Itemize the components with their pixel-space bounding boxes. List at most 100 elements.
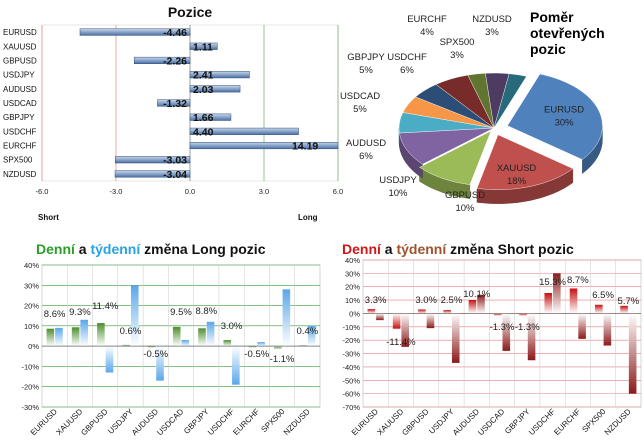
long-data-label-audusd: -0.5% [143, 349, 168, 360]
pomer-title-line-3: pozic [530, 41, 566, 57]
short-ytick-3: 10% [345, 296, 360, 305]
long-bar-t-denn-usdcad [181, 340, 190, 347]
short-bar-t-denn-nzdusd [628, 313, 637, 394]
pie-pct-usdjpy: 10% [388, 188, 408, 199]
long-title-part-3: týdenní [90, 241, 141, 257]
pozice-value-label-gbpusd: -2.26 [163, 55, 187, 67]
pie-label-nzdusd: NZDUSD [472, 14, 512, 25]
long-data-label-nzdusd: 0.4% [297, 326, 319, 337]
pozice-value-label-eurusd: -4.46 [163, 27, 187, 39]
long-bar-t-denn-gbpusd [105, 346, 114, 373]
short-bar-t-denn-eurchf [578, 313, 586, 339]
short-bar-denn-xauusd [392, 313, 401, 329]
short-title-part-4: změna Short pozic [446, 241, 574, 257]
long-bar-denn-usdchf [223, 340, 232, 347]
pozice-value-label-eurchf: 14.19 [292, 141, 318, 153]
pie-label-gbpjpy: GBPJPY [347, 52, 385, 63]
long-bar-t-denn-eurusd [55, 327, 63, 347]
short-bar-t-denn-usdcad [502, 313, 511, 351]
pie-label-eurusd: EURUSD [544, 104, 584, 115]
long-plot-area [41, 264, 321, 408]
short-data-label-nzdusd: 5.7% [618, 296, 640, 307]
long-ytick-0: 40% [24, 261, 39, 270]
short-bar-t-denn-gbpusd [426, 313, 435, 329]
short-category-usdcad: USDCAD [476, 407, 506, 437]
short-ytick-2: 20% [345, 283, 360, 292]
pozice-bar-nzdusd [114, 170, 191, 178]
pie-label-gbpusd: GBPUSD [445, 190, 485, 201]
short-category-eurchf: EURCHF [552, 407, 582, 437]
pozice-bar-xauusd [189, 42, 218, 50]
long-ytick-7: -30% [21, 403, 39, 412]
pozice-value-label-gbpjpy: 1.66 [193, 112, 214, 124]
short-data-label-eurusd: 3.3% [365, 295, 387, 306]
long-bar-denn-gbpjpy [198, 328, 206, 347]
pozice-category-xauusd: XAUUSD [3, 42, 37, 51]
pozice-xtick-4: 6.0 [333, 187, 343, 196]
short-bar-denn-usdjpy [443, 310, 451, 314]
long-bar-t-denn-spx500 [282, 289, 291, 347]
long-bar-denn-xauusd [71, 327, 80, 347]
short-title-part-2: a [381, 241, 397, 257]
pie-pct-spx500: 3% [450, 50, 464, 61]
short-bar-t-denn-usdchf [553, 273, 561, 314]
pozice-category-usdchf: USDCHF [3, 127, 36, 136]
short-data-label-usdchf: 15.3% [539, 277, 566, 288]
long-ytick-5: -10% [21, 362, 39, 371]
short-bar-t-denn-spx500 [603, 313, 612, 346]
pie-slice-eurusd [507, 73, 603, 160]
short-data-label-gbpjpy: -1.3% [515, 322, 540, 333]
short-data-label-xauusd: -11.4% [386, 337, 416, 348]
pie-pct-audusd: 6% [359, 151, 373, 162]
short-data-label-audusd: 10.1% [463, 289, 490, 300]
pozice-value-label-usdcad: -1.32 [163, 98, 187, 110]
short-category-gbpusd: GBPUSD [400, 407, 430, 437]
short-data-label-eurchf: 8.7% [567, 275, 589, 286]
long-title-part-2: a [75, 241, 91, 257]
short-data-label-spx500: 6.5% [592, 290, 614, 301]
short-data-label-usdcad: -1.3% [490, 322, 515, 333]
pie-pct-eurchf: 4% [420, 27, 434, 38]
pozice-title: Pozice [168, 4, 213, 20]
pozice-category-nzdusd: NZDUSD [3, 170, 37, 179]
pozice-long-label: Long [298, 213, 318, 222]
long-title: Denní a týdenní změna Long pozic [36, 241, 266, 257]
long-bar-t-denn-audusd [156, 346, 164, 381]
long-data-label-gbpusd: 11.4% [92, 301, 119, 312]
pozice-value-label-usdjpy: 2.41 [193, 70, 214, 82]
short-ytick-10: -60% [342, 390, 360, 399]
pozice-bar-eurusd [79, 28, 191, 36]
pozice-bar-spx500 [115, 156, 191, 164]
pie-label-spx500: SPX500 [440, 37, 475, 48]
long-bar-denn-gbpusd [97, 323, 105, 347]
short-bar-t-denn-gbpjpy [527, 313, 536, 361]
short-bar-t-denn-eurusd [376, 313, 384, 321]
pie-slice-xauusd [476, 134, 574, 190]
pozice-bar-usdchf [189, 127, 299, 135]
short-ytick-1: 30% [345, 269, 360, 278]
short-ytick-9: -50% [342, 376, 360, 385]
pie-pct-xauusd: 18% [507, 176, 527, 187]
long-data-label-gbpjpy: 8.8% [195, 306, 217, 317]
long-data-label-eurusd: 8.6% [44, 309, 66, 320]
pozice-bar-gbpusd [134, 56, 191, 65]
pomer-title-line-2: otevřených [530, 25, 605, 41]
pie-label-audusd: AUDUSD [346, 138, 386, 149]
long-data-label-xauusd: 9.3% [69, 307, 91, 318]
pozice-category-spx500: SPX500 [3, 156, 33, 165]
short-ytick-0: 40% [345, 256, 360, 265]
long-ytick-4: 0% [28, 342, 39, 351]
long-bar-denn-usdcad [172, 326, 181, 347]
short-bar-t-denn-audusd [477, 294, 485, 314]
long-bar-denn-eurchf [248, 346, 257, 348]
pozice-bar-usdcad [157, 99, 191, 107]
pozice-short-label: Short [38, 213, 59, 222]
short-category-nzdusd: NZDUSD [603, 407, 633, 437]
short-ytick-5: -10% [342, 323, 360, 332]
long-title-part-4: změna Long pozic [140, 241, 265, 257]
long-ytick-6: -20% [21, 383, 39, 392]
long-bar-t-denn-xauusd [80, 319, 88, 347]
